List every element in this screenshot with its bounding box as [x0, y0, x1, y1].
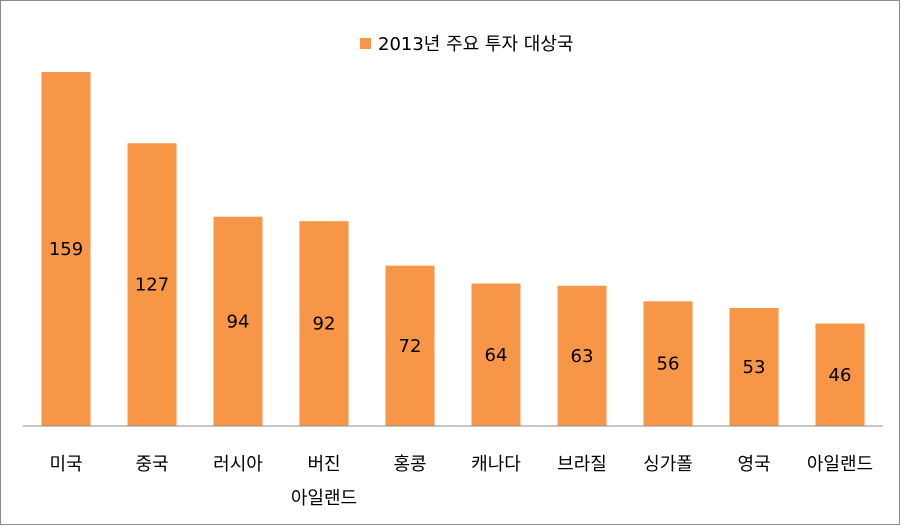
data-label: 63	[571, 346, 594, 367]
bar	[213, 216, 263, 426]
data-label: 127	[135, 275, 169, 296]
data-label: 94	[227, 311, 250, 332]
data-label: 56	[657, 354, 680, 375]
x-tick-label: 러시아	[213, 454, 263, 475]
x-tick-label: 아일랜드	[807, 454, 873, 475]
bars-group: 159 127 94 92 72 64 63 56 53 46	[41, 72, 865, 426]
bar	[815, 323, 865, 426]
x-tick-label: 싱가폴	[643, 454, 693, 475]
data-label: 53	[743, 357, 766, 378]
x-tick-label: 중국	[135, 454, 168, 475]
bar	[41, 72, 91, 426]
x-tick-label: 미국	[49, 454, 82, 475]
bar	[471, 283, 521, 426]
bar	[557, 285, 607, 426]
data-label: 72	[399, 336, 422, 357]
data-label: 64	[485, 345, 508, 366]
legend-swatch	[360, 38, 371, 49]
data-label: 92	[313, 314, 336, 335]
x-tick-label: 아일랜드	[291, 488, 357, 509]
legend-label: 2013년 주요 투자 대상국	[378, 34, 573, 55]
x-tick-label: 캐나다	[471, 454, 521, 475]
bar	[299, 221, 349, 426]
bar	[643, 301, 693, 426]
bar	[127, 143, 177, 426]
bar	[729, 308, 779, 426]
x-tick-label: 버진	[307, 454, 340, 475]
data-label: 46	[829, 365, 852, 386]
legend: 2013년 주요 투자 대상국	[360, 34, 573, 55]
x-tick-label: 영국	[737, 454, 770, 475]
data-label: 159	[49, 239, 83, 260]
x-tick-label: 홍콩	[393, 454, 426, 475]
bar	[385, 265, 435, 426]
x-tick-label: 브라질	[557, 454, 607, 475]
